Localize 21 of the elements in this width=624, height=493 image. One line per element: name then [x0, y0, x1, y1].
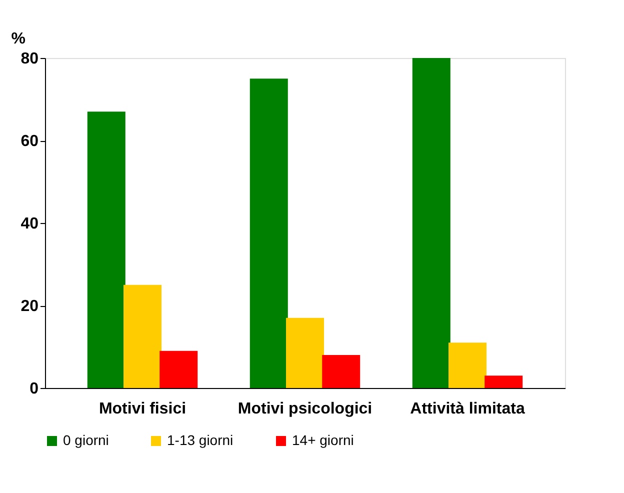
bar [448, 342, 486, 388]
legend-label: 1-13 giorni [167, 432, 234, 448]
bar [160, 350, 198, 388]
x-tick-label: Motivi fisici [98, 400, 186, 418]
y-tick-label: 80 [20, 50, 39, 68]
bar [484, 376, 523, 388]
bar [322, 355, 360, 388]
legend-label: 14+ giorni [292, 432, 354, 448]
y-tick-label: 60 [20, 133, 39, 150]
x-tick-label: Motivi psicologici [238, 400, 372, 418]
bar [286, 318, 324, 388]
bar [412, 58, 450, 388]
legend-label: 0 giorni [63, 432, 109, 448]
x-tick-label: Attività limitata [410, 400, 525, 418]
y-tick-label: 40 [20, 216, 39, 232]
bar [87, 112, 126, 388]
bar [124, 284, 162, 388]
y-axis-title: % [11, 30, 26, 48]
y-tick-label: 20 [20, 298, 39, 315]
y-tick-label: 0 [30, 380, 39, 398]
bar [250, 78, 288, 388]
